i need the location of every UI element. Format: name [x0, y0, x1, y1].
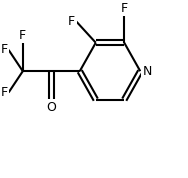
Text: F: F — [1, 43, 8, 56]
Text: F: F — [68, 15, 75, 28]
Text: F: F — [19, 29, 26, 42]
Text: N: N — [143, 65, 152, 78]
Text: F: F — [121, 2, 128, 15]
Text: F: F — [1, 86, 8, 99]
Text: O: O — [46, 101, 56, 114]
